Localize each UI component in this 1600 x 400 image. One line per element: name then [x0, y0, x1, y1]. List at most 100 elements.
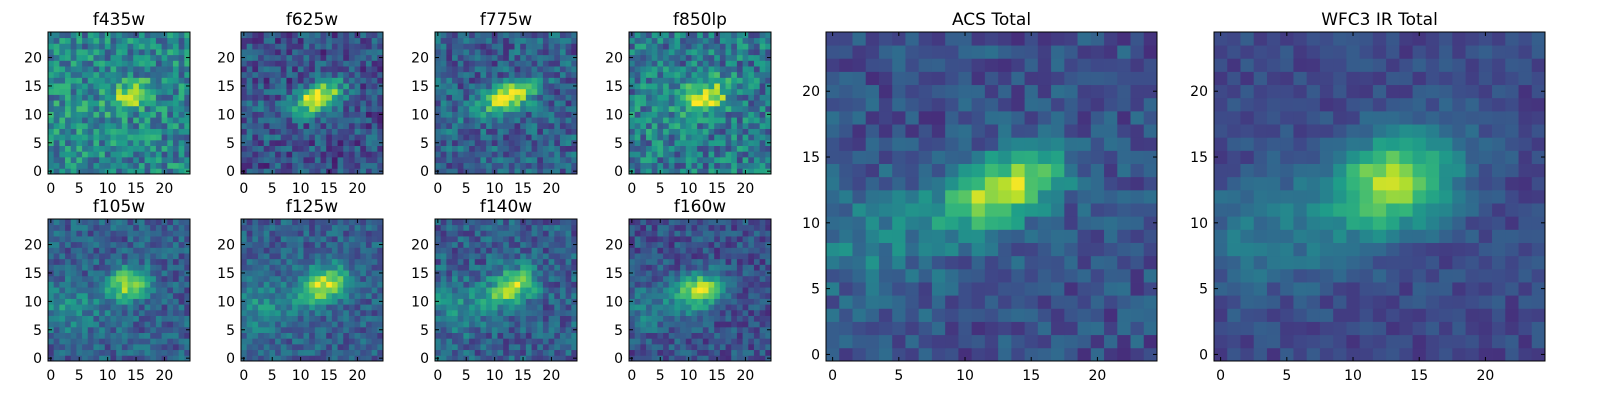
- pixel: [263, 43, 270, 50]
- pixel: [252, 298, 259, 305]
- pixel: [640, 111, 647, 118]
- pixel: [303, 298, 310, 305]
- pixel: [469, 111, 476, 118]
- pixel: [309, 54, 316, 61]
- pixel: [377, 292, 384, 299]
- pixel: [548, 253, 555, 260]
- pixel: [280, 236, 287, 243]
- pixel: [263, 94, 270, 101]
- pixel: [651, 355, 658, 362]
- pixel: [457, 83, 464, 90]
- pixel: [697, 37, 704, 44]
- pixel: [469, 60, 476, 67]
- pixel: [70, 168, 77, 175]
- pixel: [275, 332, 282, 339]
- pixel: [99, 241, 106, 248]
- pixel: [531, 219, 538, 226]
- pixel: [178, 355, 185, 362]
- pixel: [121, 60, 128, 67]
- pixel: [275, 258, 282, 265]
- pixel: [702, 275, 709, 282]
- pixel: [326, 275, 333, 282]
- pixel: [354, 264, 361, 271]
- pixel: [263, 117, 270, 124]
- pixel: [184, 60, 191, 67]
- pixel: [87, 292, 94, 299]
- pixel: [731, 37, 738, 44]
- pixel: [150, 287, 157, 294]
- pixel: [331, 241, 338, 248]
- pixel: [651, 326, 658, 333]
- pixel: [110, 275, 117, 282]
- pixel: [320, 37, 327, 44]
- pixel: [87, 219, 94, 226]
- pixel: [646, 168, 653, 175]
- pixel: [48, 247, 55, 254]
- pixel: [753, 88, 761, 95]
- pixel: [70, 321, 77, 328]
- pixel: [138, 105, 145, 112]
- pixel: [48, 230, 55, 237]
- pixel: [144, 275, 151, 282]
- pixel: [708, 162, 715, 169]
- pixel: [292, 83, 299, 90]
- pixel: [167, 94, 174, 101]
- pixel: [634, 100, 641, 107]
- pixel: [184, 128, 191, 135]
- pixel: [48, 236, 55, 243]
- pixel: [150, 83, 157, 90]
- pixel: [292, 264, 299, 271]
- pixel: [104, 49, 111, 56]
- pixel: [674, 100, 681, 107]
- pixel: [76, 338, 83, 345]
- pixel: [252, 241, 259, 248]
- pixel: [480, 253, 487, 260]
- pixel: [753, 139, 761, 146]
- pixel: [491, 117, 498, 124]
- pixel: [70, 219, 77, 226]
- pixel: [435, 49, 442, 56]
- pixel: [663, 88, 670, 95]
- pixel: [371, 349, 378, 356]
- pixel: [360, 145, 367, 152]
- pixel: [742, 60, 749, 67]
- pixel: [320, 355, 327, 362]
- pixel: [59, 270, 66, 277]
- pixel: [348, 219, 355, 226]
- pixel: [241, 230, 248, 237]
- pixel: [674, 134, 681, 141]
- pixel: [59, 134, 66, 141]
- pixel: [548, 309, 555, 316]
- pixel: [167, 258, 174, 265]
- pixel: [486, 54, 493, 61]
- pixel: [127, 49, 134, 56]
- pixel: [702, 66, 709, 73]
- pixel: [241, 275, 248, 282]
- pixel: [520, 71, 527, 78]
- pixel: [70, 37, 77, 44]
- pixel: [708, 321, 715, 328]
- pixel: [725, 326, 732, 333]
- pixel: [292, 139, 299, 146]
- pixel: [480, 224, 487, 231]
- pixel: [65, 66, 72, 73]
- pixel: [646, 117, 653, 124]
- pixel: [150, 355, 157, 362]
- pixel: [286, 100, 293, 107]
- pixel: [82, 71, 89, 78]
- pixel: [377, 94, 384, 101]
- pixel: [241, 66, 248, 73]
- pixel: [320, 281, 327, 288]
- pixel: [167, 134, 174, 141]
- pixel: [537, 253, 544, 260]
- pixel: [537, 298, 544, 305]
- pixel: [503, 349, 510, 356]
- pixel: [258, 100, 265, 107]
- pixel: [53, 128, 60, 135]
- pixel: [725, 275, 732, 282]
- pixel: [70, 111, 77, 118]
- y-tick-label: 5: [420, 323, 429, 339]
- pixel: [326, 247, 333, 254]
- pixel: [731, 315, 738, 322]
- pixel: [286, 298, 293, 305]
